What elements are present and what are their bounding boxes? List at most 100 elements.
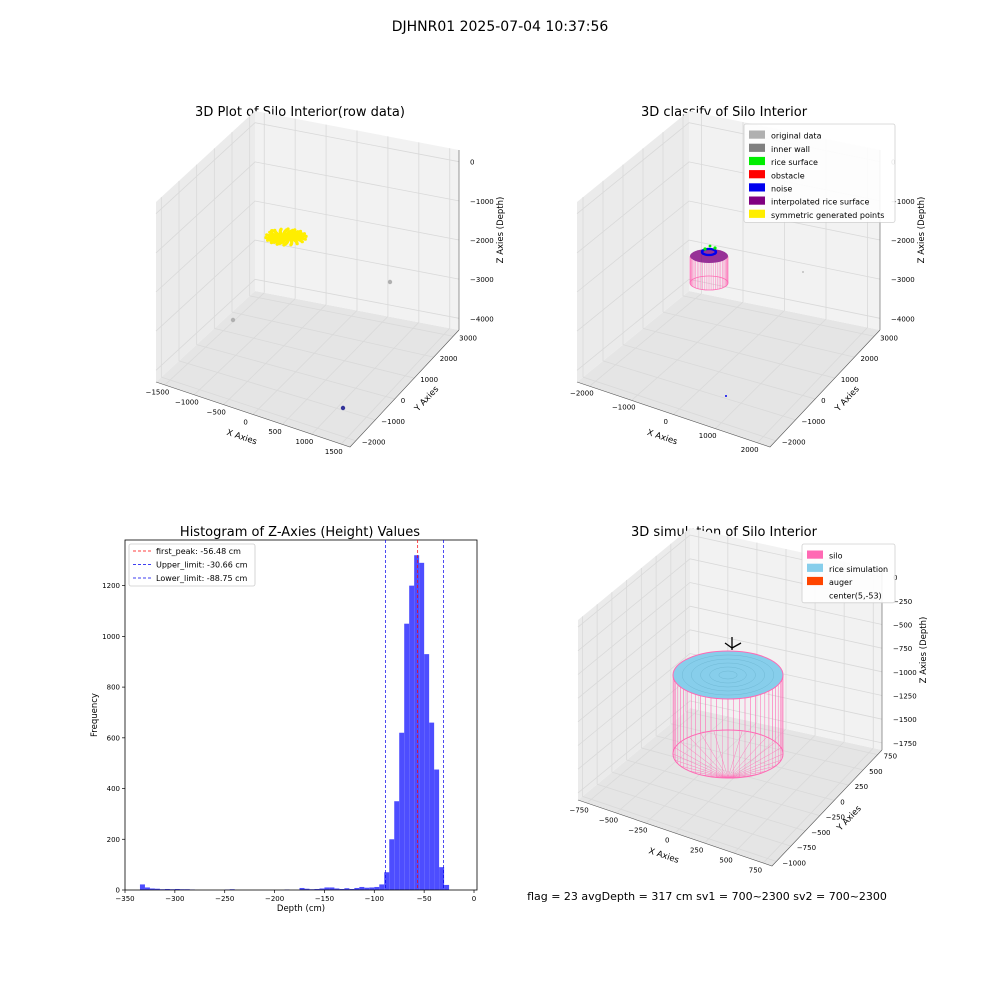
outlier-point <box>230 317 236 323</box>
legend-label: silo <box>829 552 843 561</box>
histogram-bar <box>429 722 435 890</box>
silo-cone-line <box>727 753 784 779</box>
panel4-title: 3D simulation of Silo Interior <box>631 525 818 540</box>
y-tick-label: 250 <box>855 783 868 791</box>
outlier-point <box>340 405 346 411</box>
y-grid-line <box>582 795 777 862</box>
x-grid-line <box>631 301 744 401</box>
x-grid-line <box>252 310 358 415</box>
panel-classify-3d: 3D classify of Silo Interior −2000 −1000 0… <box>570 105 927 454</box>
raw-point <box>265 233 269 237</box>
z-tick-label: −3000 <box>891 276 915 284</box>
histogram-bar <box>414 555 420 890</box>
panel-simulation-3d: 3D simulation of Silo Interior −750 −500 −… <box>569 525 929 874</box>
x-tick-label: −2000 <box>570 390 594 398</box>
legend-swatch <box>807 550 823 559</box>
y-grid-line <box>642 327 835 379</box>
histogram-bar <box>439 867 445 890</box>
z-grid-line <box>155 200 460 293</box>
silo-cone-line <box>727 733 756 779</box>
y-tick-label: 500 <box>869 768 882 776</box>
legend-label: auger <box>829 578 853 587</box>
rice-surface-point <box>713 246 717 250</box>
z-tick-label: −250 <box>893 598 912 606</box>
x-axis-label: Depth (cm) <box>277 904 325 914</box>
z-tick-label: −4000 <box>891 315 915 323</box>
histogram-bar <box>174 888 180 890</box>
x-tick-label: 1000 <box>296 438 314 446</box>
raw-point <box>286 227 290 231</box>
silo-cone-line <box>727 741 776 779</box>
z-grid-line <box>576 278 881 371</box>
histogram-bar <box>304 888 310 890</box>
raw-point <box>289 243 293 247</box>
silo-cone-line <box>688 736 729 779</box>
x-tick-label: −500 <box>207 408 226 416</box>
histogram-bar <box>399 732 405 890</box>
histogram-bar <box>154 888 160 890</box>
raw-point <box>303 237 307 241</box>
x-grid-line <box>223 304 327 405</box>
histogram-bar <box>329 887 335 890</box>
panel-raw-data-3d: 3D Plot of Silo Interior(row data) −1500… <box>146 105 506 456</box>
x-axis-label: X Axies <box>647 846 680 866</box>
x-grid-line <box>615 715 729 814</box>
y-axis-label: Y Axies <box>833 384 862 414</box>
raw-point <box>266 236 271 240</box>
y-grid-line <box>582 376 777 442</box>
histogram-bar <box>384 872 390 890</box>
x-tick-label: 1500 <box>325 448 343 456</box>
x-grid-line <box>673 310 785 415</box>
x-grid-line <box>340 327 451 445</box>
x-tick-label: −300 <box>165 895 184 903</box>
silo-cone-line <box>700 733 729 779</box>
x-grid-line <box>762 747 874 864</box>
x-grid-line <box>645 722 758 824</box>
raw-point <box>301 234 306 238</box>
z-tick-label: −1000 <box>891 198 915 206</box>
x-tick-label: −500 <box>599 816 618 824</box>
y-axis-label: Y Axies <box>412 384 441 414</box>
z-grid-line <box>155 239 460 332</box>
x-grid-line <box>282 316 389 425</box>
histogram-bar <box>344 888 350 890</box>
histogram-bar <box>139 884 145 890</box>
panel-histogram: Histogram of Z-Axies (Height) Values −35… <box>90 525 478 914</box>
y-grid-line <box>662 311 855 358</box>
x-grid-line <box>164 292 265 386</box>
histogram-bar <box>404 623 410 890</box>
z-grid-line <box>577 700 883 794</box>
center-marker-x <box>724 642 733 649</box>
z-tick-label: −1750 <box>893 740 917 748</box>
histogram-legend: first_peak: -56.48 cm Upper_limit: -30.66… <box>128 543 256 587</box>
x-tick-label: −1000 <box>612 404 636 412</box>
panel3-title: Histogram of Z-Axies (Height) Values <box>180 525 420 540</box>
histogram-bar <box>299 887 305 890</box>
histogram-bar <box>314 888 320 890</box>
silo-cone-line <box>674 747 729 779</box>
outlier-point <box>387 279 393 285</box>
raw-point-cluster <box>276 233 296 241</box>
histogram-bar <box>394 801 400 890</box>
x-tick-label: −150 <box>315 895 334 903</box>
legend-label: rice surface <box>771 158 818 167</box>
x-tick-label: 500 <box>719 856 732 864</box>
y-tick-label: −500 <box>811 829 830 837</box>
silo-bottom-ring <box>672 729 784 779</box>
x-tick-label: −1500 <box>146 389 170 397</box>
raw-point <box>264 236 268 240</box>
histogram-bar <box>424 654 430 890</box>
y-grid-line <box>622 344 816 400</box>
y-tick-label: −250 <box>826 814 845 822</box>
silo-cone-line <box>689 770 729 779</box>
y-tick-label: 3000 <box>880 334 898 342</box>
z-grid-line <box>155 161 460 254</box>
raw-point <box>275 242 279 246</box>
z-grid-line <box>577 653 883 746</box>
y-tick-label: 0 <box>116 887 120 895</box>
noise-point <box>714 250 718 253</box>
legend-swatch <box>749 143 765 152</box>
x-tick-label: 1000 <box>699 432 717 440</box>
plot-frame <box>124 539 478 891</box>
